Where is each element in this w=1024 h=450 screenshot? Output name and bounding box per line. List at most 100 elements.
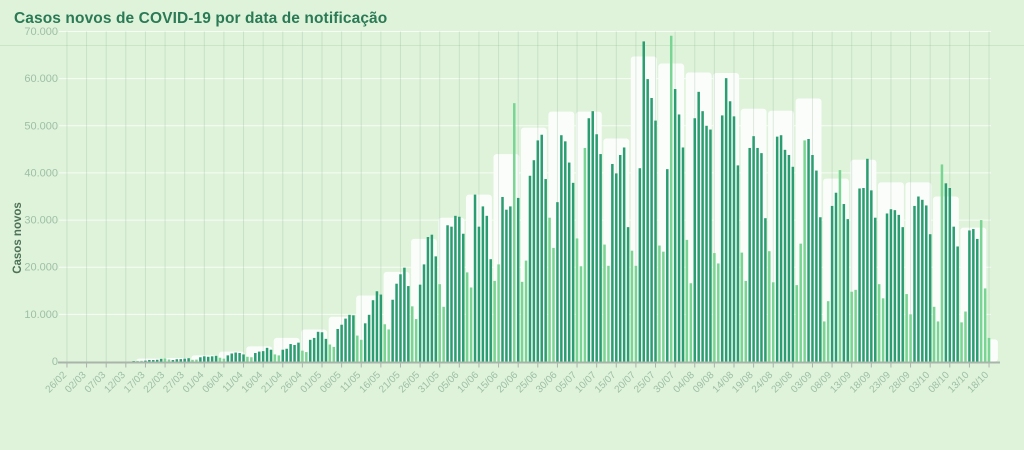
daily-bar[interactable] <box>367 314 371 362</box>
daily-bar[interactable] <box>305 352 308 362</box>
daily-bar[interactable] <box>520 281 524 362</box>
daily-bar[interactable] <box>756 147 759 362</box>
daily-bar[interactable] <box>842 204 846 362</box>
daily-bar[interactable] <box>148 359 151 362</box>
daily-bar[interactable] <box>646 79 649 362</box>
daily-bar[interactable] <box>607 265 610 362</box>
daily-bar[interactable] <box>524 260 528 362</box>
daily-bar[interactable] <box>858 188 861 362</box>
daily-bar[interactable] <box>634 265 638 362</box>
daily-bar[interactable] <box>206 356 210 362</box>
daily-bar[interactable] <box>316 331 320 362</box>
daily-bar[interactable] <box>418 284 422 362</box>
daily-bar[interactable] <box>775 136 779 362</box>
daily-bar[interactable] <box>152 360 155 362</box>
daily-bar[interactable] <box>556 202 559 362</box>
daily-bar[interactable] <box>226 355 230 362</box>
daily-bar[interactable] <box>603 244 606 362</box>
daily-bar[interactable] <box>618 155 622 362</box>
daily-bar[interactable] <box>591 111 594 362</box>
daily-bar[interactable] <box>485 215 489 362</box>
daily-bar[interactable] <box>356 335 359 362</box>
daily-bar[interactable] <box>681 147 685 362</box>
daily-bar[interactable] <box>948 188 952 362</box>
daily-bar[interactable] <box>936 321 940 362</box>
daily-bar[interactable] <box>501 196 504 362</box>
daily-bar[interactable] <box>544 179 547 362</box>
daily-bar[interactable] <box>928 234 932 362</box>
daily-bar[interactable] <box>171 360 175 362</box>
daily-bar[interactable] <box>783 149 787 362</box>
daily-bar[interactable] <box>638 168 642 362</box>
daily-bar[interactable] <box>473 194 477 362</box>
daily-bar[interactable] <box>163 358 167 362</box>
daily-bar[interactable] <box>187 358 190 362</box>
daily-bar[interactable] <box>179 359 183 362</box>
daily-bar[interactable] <box>795 285 799 362</box>
daily-bar[interactable] <box>191 359 194 362</box>
daily-bar[interactable] <box>826 301 830 362</box>
daily-bar[interactable] <box>799 243 802 362</box>
daily-bar[interactable] <box>779 135 783 362</box>
daily-bar[interactable] <box>214 355 218 362</box>
daily-bar[interactable] <box>426 237 430 362</box>
daily-bar[interactable] <box>760 153 763 362</box>
daily-bar[interactable] <box>532 160 536 362</box>
daily-bar[interactable] <box>972 229 975 362</box>
daily-bar[interactable] <box>379 294 383 362</box>
daily-bar[interactable] <box>921 199 924 362</box>
daily-bar[interactable] <box>234 352 237 362</box>
daily-bar[interactable] <box>218 357 222 362</box>
daily-bar[interactable] <box>144 360 147 362</box>
daily-bar[interactable] <box>273 354 277 362</box>
daily-bar[interactable] <box>450 226 453 362</box>
daily-bar[interactable] <box>850 291 853 362</box>
daily-bar[interactable] <box>513 103 516 362</box>
daily-bar[interactable] <box>250 357 253 362</box>
daily-bar[interactable] <box>599 154 602 362</box>
daily-bar[interactable] <box>870 190 873 362</box>
daily-bar[interactable] <box>195 359 198 362</box>
daily-bar[interactable] <box>771 282 775 362</box>
daily-bar[interactable] <box>297 342 300 362</box>
daily-bar[interactable] <box>352 315 355 362</box>
daily-bar[interactable] <box>222 358 226 362</box>
daily-bar[interactable] <box>983 288 987 362</box>
daily-bar[interactable] <box>293 345 296 362</box>
daily-bar[interactable] <box>497 264 500 362</box>
daily-bar[interactable] <box>830 205 834 362</box>
daily-bar[interactable] <box>359 339 363 362</box>
daily-bar[interactable] <box>536 140 540 362</box>
daily-bar[interactable] <box>728 101 732 362</box>
daily-bar[interactable] <box>140 360 143 362</box>
daily-bar[interactable] <box>477 226 481 362</box>
daily-bar[interactable] <box>654 120 657 362</box>
daily-bar[interactable] <box>481 206 485 362</box>
daily-bar[interactable] <box>764 218 767 362</box>
daily-bar[interactable] <box>689 283 693 362</box>
daily-bar[interactable] <box>210 356 214 362</box>
daily-bar[interactable] <box>254 353 257 362</box>
daily-bar[interactable] <box>705 125 708 362</box>
daily-bar[interactable] <box>434 256 438 362</box>
daily-bar[interactable] <box>807 138 810 362</box>
daily-bar[interactable] <box>819 217 822 362</box>
daily-bar[interactable] <box>560 135 563 362</box>
daily-bar[interactable] <box>752 136 755 362</box>
daily-bar[interactable] <box>740 252 744 362</box>
daily-bar[interactable] <box>344 318 347 362</box>
daily-bar[interactable] <box>724 78 728 362</box>
daily-bar[interactable] <box>391 299 394 362</box>
daily-bar[interactable] <box>744 280 748 362</box>
daily-bar[interactable] <box>960 322 963 362</box>
daily-bar[interactable] <box>269 349 273 362</box>
daily-bar[interactable] <box>583 147 587 362</box>
daily-bar[interactable] <box>658 245 661 362</box>
daily-bar[interactable] <box>430 234 434 362</box>
daily-bar[interactable] <box>666 169 669 362</box>
daily-bar[interactable] <box>548 217 551 362</box>
daily-bar[interactable] <box>261 351 265 362</box>
daily-bar[interactable] <box>285 348 288 362</box>
daily-bar[interactable] <box>854 289 857 362</box>
daily-bar[interactable] <box>540 134 543 362</box>
